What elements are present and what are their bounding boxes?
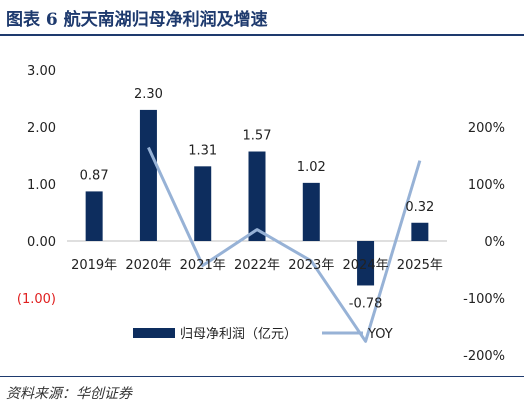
legend-bar-label: 归母净利润（亿元） (180, 327, 297, 342)
legend: 归母净利润（亿元） YOY (133, 327, 393, 342)
left-tick-label: 2.00 (27, 121, 56, 136)
data-label: 2.30 (134, 87, 163, 102)
left-tick-label: 0.00 (27, 235, 56, 250)
legend-bar-swatch (133, 328, 175, 338)
right-tick-label: -100% (463, 292, 505, 307)
chart: 3.00 2.00 1.00 0.00 (1.00) 200% 100% 0% -100% -2… (17, 64, 505, 364)
figure-header: 图表 6 航天南湖归母净利润及增速 (0, 0, 524, 34)
bar (302, 182, 320, 241)
right-tick-label: 100% (468, 178, 505, 193)
bar (139, 109, 157, 242)
category-label: 2020年 (125, 258, 171, 273)
bar (248, 151, 266, 241)
bar (85, 191, 103, 241)
data-label: 0.87 (80, 168, 109, 183)
category-label: 2023年 (288, 258, 334, 273)
right-tick-label: 200% (468, 121, 505, 136)
right-axis: 200% 100% 0% -100% -200% (463, 121, 505, 364)
right-tick-label: -200% (463, 349, 505, 364)
source-note: 资料来源：华创证券 (6, 386, 132, 402)
legend-line-label: YOY (367, 327, 393, 342)
left-tick-label: 1.00 (27, 178, 56, 193)
category-label: 2024年 (343, 258, 389, 273)
bar (411, 222, 429, 241)
data-label: 1.57 (243, 129, 272, 144)
bar-series (85, 109, 429, 286)
data-labels: 0.87 2.30 1.31 1.57 1.02 -0.78 0.32 (80, 87, 435, 312)
title-divider (0, 34, 524, 36)
category-label: 2021年 (180, 258, 226, 273)
line-series (147, 146, 422, 343)
left-tick-label: 3.00 (27, 64, 56, 79)
category-label: 2025年 (397, 258, 443, 273)
data-label: 1.31 (188, 143, 217, 158)
yoy-line (147, 146, 422, 343)
category-axis: 2019年 2020年 2021年 2022年 2023年 2024年 2025年 (71, 258, 443, 273)
bar (357, 241, 375, 286)
data-label: 1.02 (297, 160, 326, 175)
figure-title: 图表 6 航天南湖归母净利润及增速 (6, 9, 268, 30)
right-tick-label: 0% (484, 235, 505, 250)
left-axis: 3.00 2.00 1.00 0.00 (1.00) (17, 64, 56, 307)
data-label: 0.32 (405, 200, 434, 215)
footer-divider (0, 376, 524, 377)
bar (194, 166, 212, 241)
left-tick-label: (1.00) (17, 292, 56, 307)
data-label: -0.78 (349, 296, 383, 311)
category-label: 2022年 (234, 258, 280, 273)
category-label: 2019年 (71, 258, 117, 273)
